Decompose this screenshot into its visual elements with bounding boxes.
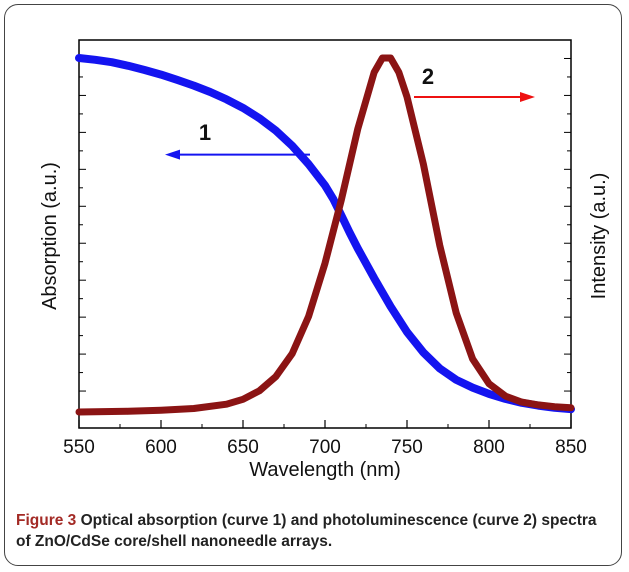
x-tick-label: 600 [145, 437, 177, 458]
x-tick-label: 650 [227, 437, 259, 458]
series-1-point [143, 69, 146, 71]
plot-area [78, 39, 572, 429]
series-2-point [357, 128, 359, 130]
series-1-point [160, 73, 162, 76]
curve-2-arrowhead [520, 92, 535, 102]
series-1-point [439, 367, 441, 370]
series-2-point [406, 96, 408, 98]
series-1-point [422, 351, 425, 354]
series-1-point [324, 184, 326, 187]
series-1-point [291, 145, 294, 147]
x-tick-label: 850 [555, 437, 587, 458]
ticks [78, 57, 572, 428]
series-1-point [348, 231, 351, 234]
series-2-point [398, 71, 400, 73]
x-tick-label: 750 [391, 437, 423, 458]
series-1-line [75, 54, 575, 414]
series-2-point [291, 352, 294, 355]
series-2-point [127, 410, 129, 413]
series-1-point [373, 277, 376, 280]
series-1-point [332, 198, 335, 200]
x-tick-label: 550 [63, 437, 95, 458]
series-1-point [127, 65, 129, 67]
series-1-point [258, 117, 261, 119]
series-2-point [307, 315, 310, 318]
curve-2-label: 2 [422, 64, 434, 89]
series-2-point [160, 409, 162, 412]
series-2-point [439, 244, 441, 247]
series-2-point [553, 405, 556, 408]
series-1-point [275, 129, 277, 132]
series-2-point [488, 382, 490, 385]
series-2-point [324, 262, 326, 265]
curve-1-arrowhead [165, 149, 180, 160]
series-1-point [209, 91, 211, 93]
annotations: 12 [165, 64, 535, 160]
series-1-point [242, 107, 244, 109]
series-2-point [570, 407, 572, 409]
series-1-point [365, 262, 367, 265]
series-2-point [537, 404, 539, 406]
x-axis-title: Wavelength (nm) [249, 459, 401, 481]
x-tick-label: 800 [473, 437, 505, 458]
series-1-point [193, 84, 195, 87]
series-1-point [389, 305, 392, 308]
series-2-point [373, 71, 376, 73]
y-axis-right-title: Intensity (a.u.) [588, 173, 610, 300]
series-1-point [176, 79, 179, 81]
series-2-point [242, 398, 244, 401]
y-axis-left-title: Absorption (a.u.) [39, 162, 61, 310]
series-1-point [225, 98, 228, 101]
curve-1-label: 1 [199, 120, 211, 145]
figure-caption: Figure 3 Optical absorption (curve 1) an… [16, 510, 612, 552]
x-tick-labels: 550 600 650 700 750 800 850 [63, 437, 587, 458]
series-1-point [488, 393, 490, 395]
caption-lead: Figure 3 [16, 512, 77, 529]
series-2-point [471, 358, 474, 360]
series-2-point [225, 403, 228, 406]
series-1-point [471, 386, 474, 389]
series-2-point [340, 198, 343, 201]
series-2-point [258, 390, 261, 392]
series-2-point [381, 57, 384, 59]
series-1-point [455, 379, 458, 381]
series-2-point [504, 395, 507, 397]
series-1-point [78, 57, 80, 59]
series-1-point [111, 61, 113, 63]
series-1-point [406, 331, 408, 333]
series-1-point [307, 163, 310, 165]
series-2-point [78, 411, 80, 413]
series-1-point [94, 59, 97, 61]
caption-text: Optical absorption (curve 1) and photolu… [16, 512, 597, 550]
x-tick-label: 700 [309, 437, 341, 458]
series-2-point [389, 57, 392, 59]
series-2-point [275, 375, 277, 378]
series-2-point [521, 401, 523, 403]
series-layer [75, 54, 575, 416]
series-2-point [422, 163, 425, 165]
series-2-line [75, 54, 575, 416]
series-1-point [357, 247, 359, 250]
series-2-point [455, 312, 458, 314]
series-2-point [193, 407, 195, 410]
